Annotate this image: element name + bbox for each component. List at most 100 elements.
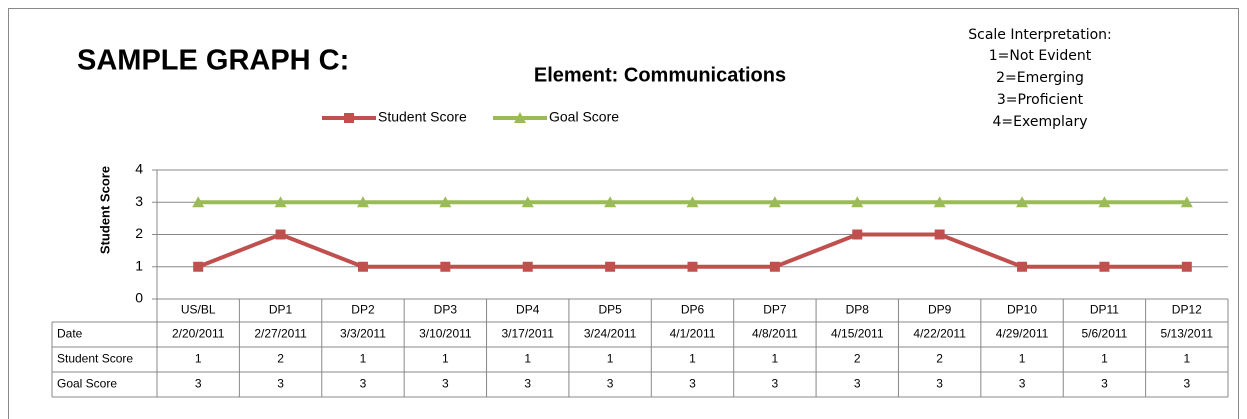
point	[1017, 261, 1028, 272]
date-cell: 3/3/2011	[340, 327, 386, 341]
date-cell: 5/13/2011	[1161, 327, 1214, 341]
date-cell: 2/20/2011	[172, 327, 225, 341]
note-title: Scale Interpretation:	[968, 27, 1112, 43]
x-tick-label: DP9	[928, 303, 952, 317]
legend-label: Goal Score	[549, 109, 619, 125]
row-label: Date	[57, 327, 83, 341]
x-tick-label: DP6	[681, 303, 705, 317]
point	[193, 261, 204, 272]
value-cell: 1	[524, 352, 531, 366]
point	[356, 196, 369, 208]
date-cell: 4/22/2011	[913, 327, 966, 341]
value-cell: 2	[277, 352, 284, 366]
point	[275, 229, 286, 240]
x-tick-label: DP3	[434, 303, 458, 317]
date-cell: 3/10/2011	[419, 327, 472, 341]
y-tick-label: 1	[135, 257, 143, 273]
value-cell: 2	[936, 352, 943, 366]
value-cell: 1	[1183, 352, 1190, 366]
note-line: 2=Emerging	[996, 70, 1084, 86]
x-tick-label: DP2	[351, 303, 375, 317]
value-cell: 1	[607, 352, 614, 366]
legend-marker	[514, 112, 526, 123]
x-tick-label: US/BL	[181, 303, 216, 317]
note-line: 3=Proficient	[997, 92, 1084, 108]
y-tick-label: 2	[135, 225, 143, 241]
x-tick-label: DP12	[1172, 303, 1202, 317]
row-label: Student Score	[57, 352, 133, 366]
value-cell: 1	[442, 352, 449, 366]
value-cell: 3	[689, 377, 696, 391]
value-cell: 3	[1019, 377, 1026, 391]
point	[605, 261, 616, 272]
note-line: 4=Exemplary	[993, 114, 1088, 130]
point	[1016, 196, 1029, 208]
date-cell: 2/27/2011	[254, 327, 307, 341]
x-tick-label: DP10	[1007, 303, 1037, 317]
x-tick-label: DP8	[846, 303, 870, 317]
y-tick-label: 4	[135, 161, 143, 177]
x-tick-label: DP11	[1090, 303, 1119, 317]
point	[934, 229, 945, 240]
value-cell: 3	[195, 377, 202, 391]
legend-label: Student Score	[378, 109, 467, 125]
legend-marker	[344, 113, 354, 123]
row-label: Goal Score	[57, 377, 117, 391]
point	[1181, 261, 1192, 272]
value-cell: 3	[1101, 377, 1108, 391]
point	[851, 196, 864, 208]
value-cell: 3	[524, 377, 531, 391]
point	[1180, 196, 1193, 208]
point	[440, 261, 451, 272]
point	[768, 196, 781, 208]
value-cell: 1	[195, 352, 202, 366]
value-cell: 1	[360, 352, 367, 366]
x-tick-label: DP7	[763, 303, 787, 317]
value-cell: 1	[1019, 352, 1026, 366]
point	[687, 261, 698, 272]
point	[604, 196, 617, 208]
value-cell: 3	[277, 377, 284, 391]
value-cell: 3	[936, 377, 943, 391]
date-cell: 3/24/2011	[584, 327, 637, 341]
value-cell: 3	[360, 377, 367, 391]
value-cell: 2	[854, 352, 861, 366]
point	[686, 196, 699, 208]
date-cell: 5/6/2011	[1082, 327, 1128, 341]
point	[521, 196, 534, 208]
date-cell: 4/1/2011	[670, 327, 716, 341]
point	[192, 196, 205, 208]
point	[769, 261, 780, 272]
date-cell: 4/8/2011	[752, 327, 798, 341]
date-cell: 4/29/2011	[996, 327, 1049, 341]
date-cell: 4/15/2011	[831, 327, 884, 341]
point	[357, 261, 368, 272]
value-cell: 1	[1101, 352, 1108, 366]
point	[439, 196, 452, 208]
value-cell: 1	[689, 352, 696, 366]
point	[1098, 196, 1111, 208]
y-tick-label: 3	[135, 193, 143, 209]
date-cell: 3/17/2011	[501, 327, 554, 341]
value-cell: 3	[607, 377, 614, 391]
point	[1099, 261, 1110, 272]
value-cell: 3	[772, 377, 779, 391]
y-tick-label: 0	[135, 290, 143, 306]
value-cell: 3	[1183, 377, 1190, 391]
note-line: 1=Not Evident	[989, 48, 1092, 64]
chart-title: SAMPLE GRAPH C:	[77, 45, 349, 77]
x-tick-label: DP4	[516, 303, 540, 317]
x-tick-label: DP1	[269, 303, 293, 317]
point	[852, 229, 863, 240]
chart-subtitle: Element: Communications	[534, 64, 786, 86]
point	[274, 196, 287, 208]
value-cell: 3	[854, 377, 861, 391]
x-tick-label: DP5	[598, 303, 622, 317]
point	[933, 196, 946, 208]
point	[522, 261, 533, 272]
frame	[8, 8, 1239, 419]
value-cell: 3	[442, 377, 449, 391]
value-cell: 1	[772, 352, 779, 366]
